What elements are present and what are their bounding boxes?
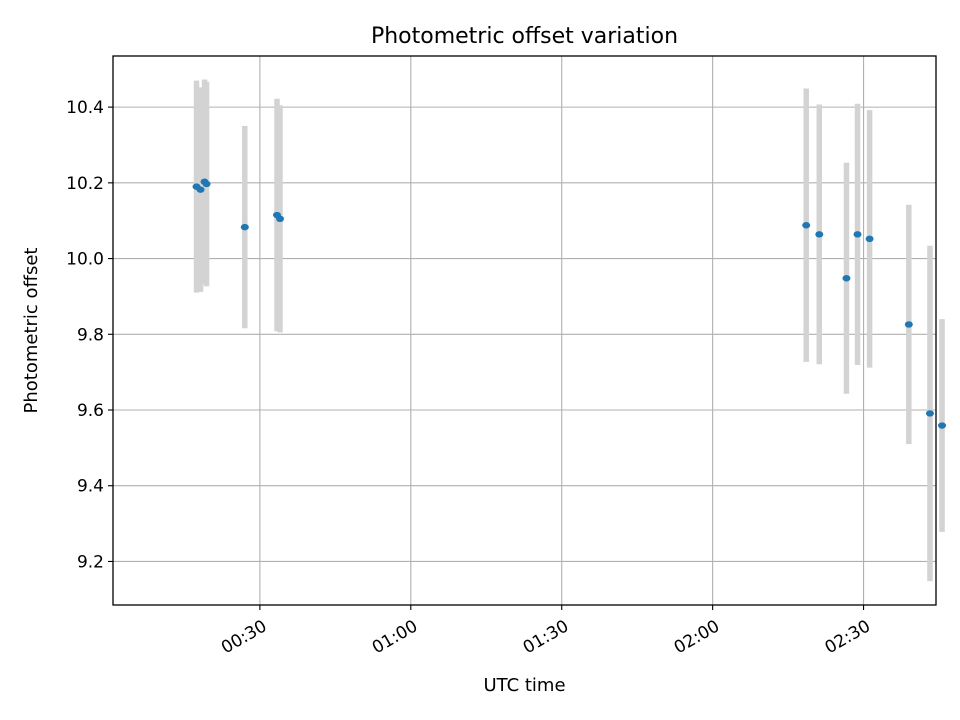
data-point (938, 422, 947, 429)
data-point (276, 215, 285, 223)
y-tick-label: 10.4 (66, 98, 104, 118)
data-point (853, 231, 862, 238)
y-axis: 9.2 9.4 9.6 9.8 10.0 10.2 10.4 (66, 98, 113, 572)
x-axis-label: UTC time (483, 675, 565, 696)
data-point (842, 275, 851, 282)
data-point (202, 180, 211, 188)
data-point (904, 321, 913, 328)
y-tick-label: 9.8 (77, 325, 104, 345)
y-tick-label: 10.0 (66, 250, 104, 270)
y-tick-label: 9.4 (77, 477, 104, 497)
data-point (240, 223, 249, 231)
data-point (865, 235, 874, 243)
y-axis-label: Photometric offset (21, 248, 42, 414)
grid (113, 56, 936, 605)
plot-frame (112, 55, 937, 606)
chart-title: Photometric offset variation (371, 24, 678, 49)
data-point (196, 186, 205, 193)
y-tick-label: 9.6 (77, 401, 104, 421)
data-point (815, 231, 824, 238)
y-tick-label: 9.2 (77, 552, 104, 572)
data-points (192, 178, 947, 429)
y-tick-label: 10.2 (66, 174, 104, 194)
data-point (925, 410, 934, 417)
data-point (802, 222, 811, 229)
